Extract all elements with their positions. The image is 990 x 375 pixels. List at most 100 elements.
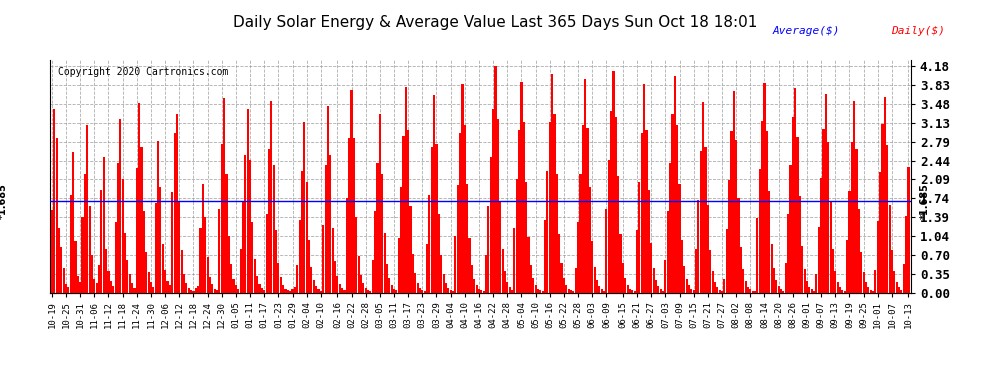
- Bar: [492, 109, 494, 292]
- Bar: [171, 192, 173, 292]
- Bar: [216, 290, 218, 292]
- Bar: [371, 260, 374, 292]
- Bar: [228, 236, 230, 292]
- Bar: [690, 289, 692, 292]
- Bar: [681, 240, 683, 292]
- Bar: [166, 280, 168, 292]
- Bar: [69, 195, 72, 292]
- Bar: [716, 287, 719, 292]
- Bar: [518, 130, 520, 292]
- Bar: [98, 266, 100, 292]
- Bar: [431, 147, 433, 292]
- Bar: [258, 284, 260, 292]
- Bar: [441, 255, 443, 292]
- Bar: [697, 200, 700, 292]
- Bar: [768, 191, 770, 292]
- Bar: [360, 275, 362, 292]
- Bar: [414, 273, 417, 292]
- Bar: [480, 290, 482, 292]
- Bar: [115, 222, 117, 292]
- Bar: [533, 279, 535, 292]
- Bar: [828, 142, 830, 292]
- Bar: [594, 267, 596, 292]
- Bar: [348, 138, 350, 292]
- Bar: [780, 289, 782, 292]
- Bar: [230, 264, 233, 292]
- Bar: [650, 243, 652, 292]
- Bar: [664, 260, 666, 292]
- Bar: [749, 289, 751, 292]
- Bar: [164, 270, 166, 292]
- Bar: [478, 289, 480, 292]
- Bar: [625, 278, 627, 292]
- Bar: [67, 287, 69, 292]
- Bar: [149, 282, 152, 292]
- Bar: [641, 133, 643, 292]
- Bar: [872, 291, 874, 292]
- Bar: [605, 209, 608, 292]
- Bar: [629, 289, 631, 292]
- Bar: [296, 266, 298, 292]
- Bar: [676, 125, 678, 292]
- Bar: [433, 95, 436, 292]
- Bar: [129, 274, 131, 292]
- Bar: [391, 285, 393, 292]
- Bar: [357, 256, 359, 292]
- Bar: [447, 288, 449, 292]
- Bar: [555, 174, 558, 292]
- Bar: [183, 274, 185, 292]
- Bar: [131, 283, 133, 292]
- Bar: [223, 98, 225, 292]
- Bar: [843, 291, 845, 292]
- Bar: [84, 174, 86, 292]
- Bar: [794, 88, 796, 292]
- Bar: [782, 291, 784, 292]
- Bar: [601, 289, 603, 292]
- Bar: [473, 279, 475, 292]
- Bar: [260, 288, 263, 292]
- Bar: [346, 198, 347, 292]
- Bar: [318, 289, 320, 292]
- Text: Daily($): Daily($): [891, 26, 945, 36]
- Bar: [141, 147, 143, 292]
- Bar: [565, 285, 567, 292]
- Bar: [742, 269, 744, 292]
- Bar: [383, 233, 386, 292]
- Bar: [702, 102, 704, 292]
- Bar: [487, 206, 489, 292]
- Bar: [407, 130, 409, 292]
- Bar: [877, 221, 879, 292]
- Bar: [136, 168, 138, 292]
- Bar: [874, 270, 876, 292]
- Bar: [275, 230, 277, 292]
- Bar: [369, 291, 371, 292]
- Bar: [350, 90, 352, 292]
- Bar: [839, 287, 842, 292]
- Bar: [352, 138, 355, 292]
- Bar: [422, 290, 424, 292]
- Bar: [572, 291, 574, 292]
- Bar: [662, 291, 664, 292]
- Bar: [775, 280, 777, 292]
- Text: Average($): Average($): [772, 26, 840, 36]
- Bar: [202, 184, 204, 292]
- Bar: [908, 167, 910, 292]
- Bar: [811, 289, 813, 292]
- Bar: [173, 133, 175, 292]
- Bar: [835, 271, 837, 292]
- Bar: [770, 244, 772, 292]
- Text: *1.685: *1.685: [920, 183, 930, 219]
- Bar: [792, 117, 794, 292]
- Bar: [152, 287, 154, 292]
- Bar: [886, 146, 888, 292]
- Bar: [337, 276, 339, 292]
- Bar: [797, 137, 799, 292]
- Bar: [652, 268, 654, 292]
- Bar: [79, 282, 81, 292]
- Bar: [124, 233, 126, 292]
- Bar: [766, 131, 768, 292]
- Bar: [122, 179, 124, 292]
- Bar: [127, 260, 129, 292]
- Bar: [249, 160, 251, 292]
- Bar: [591, 241, 593, 292]
